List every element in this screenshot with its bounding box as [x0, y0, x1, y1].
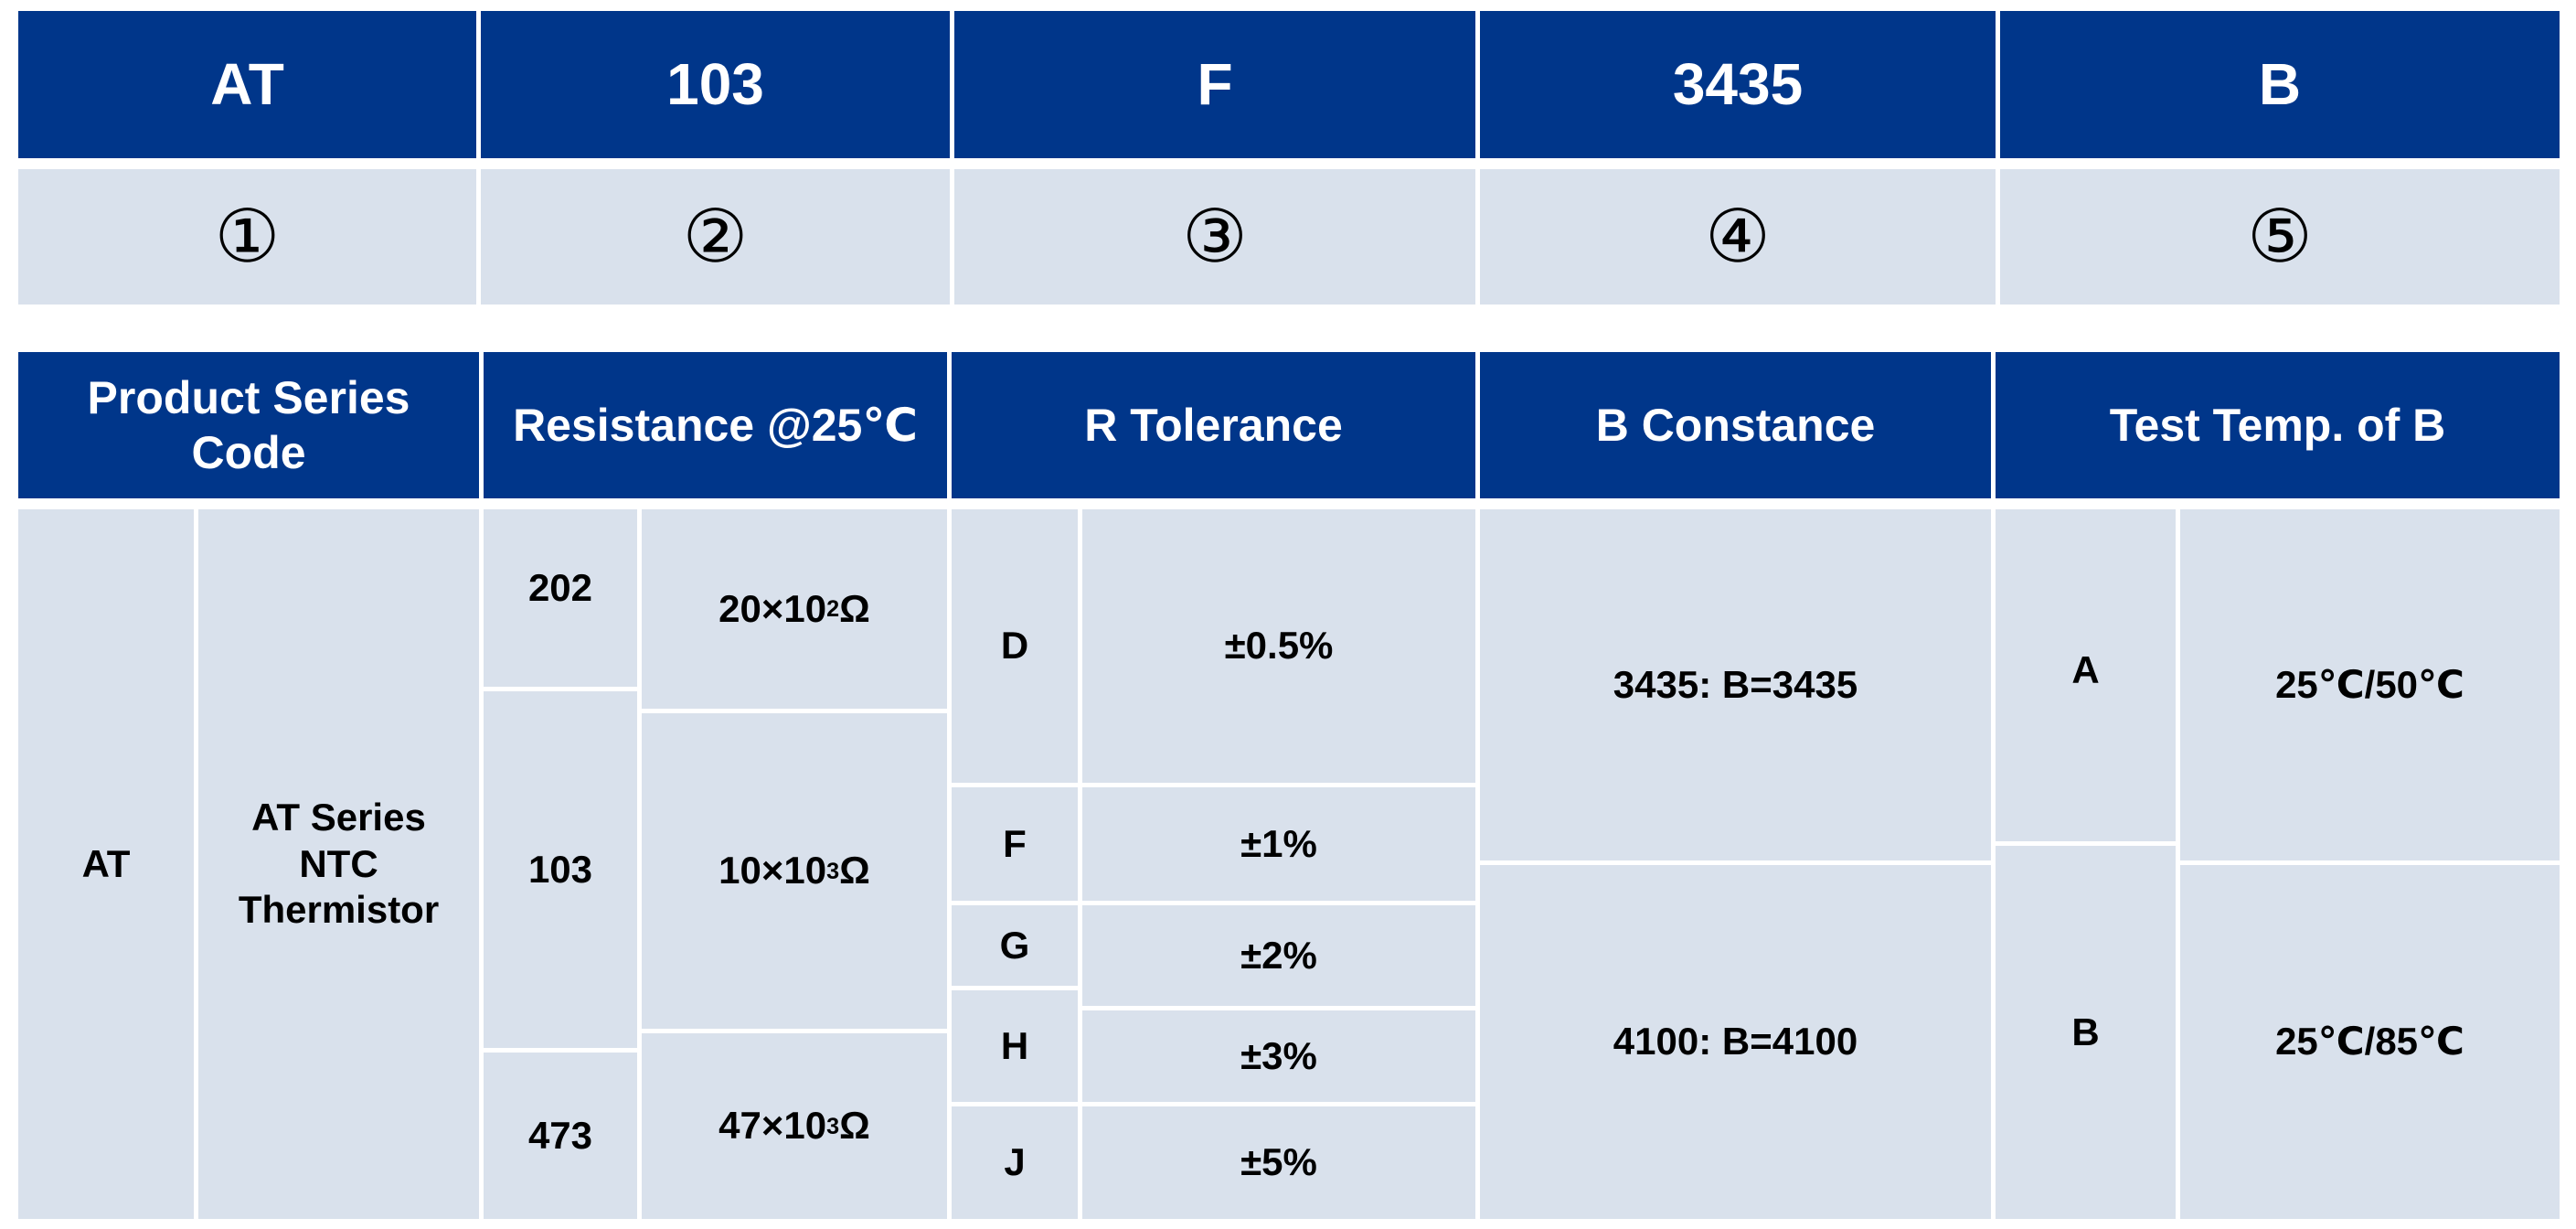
test-temp-value: 25℃/85℃ [2180, 865, 2560, 1219]
resistance-unit: Ω [839, 1104, 870, 1148]
index-4: ④ [1480, 169, 1996, 305]
code-b-constance: 3435 [1480, 11, 1996, 158]
resistance-unit: Ω [839, 849, 870, 892]
series-description-line: NTC [299, 841, 378, 885]
resistance-mantissa: 20×10 [719, 586, 827, 630]
series-description: AT Series NTC Thermistor [198, 509, 479, 1219]
resistance-value: 47×10 3 Ω [642, 1033, 947, 1219]
test-temp-code: A [1996, 509, 2176, 841]
header-r-tolerance: R Tolerance [952, 352, 1475, 498]
header-b-constance: B Constance [1480, 352, 1991, 498]
tolerance-code: F [952, 787, 1078, 901]
resistance-mantissa: 10×10 [719, 849, 827, 892]
tolerance-value: ±3% [1082, 1010, 1475, 1102]
resistance-code: 103 [484, 691, 637, 1048]
index-1: ① [18, 169, 476, 305]
tolerance-code: D [952, 509, 1078, 783]
header-resistance: Resistance @25℃ [484, 352, 947, 498]
test-temp-value: 25℃/50℃ [2180, 509, 2560, 860]
tolerance-value: ±5% [1082, 1106, 1475, 1219]
header-test-temp: Test Temp. of B [1996, 352, 2560, 498]
series-description-line: Thermistor [238, 888, 440, 932]
b-constance-value: 3435: B=3435 [1480, 509, 1991, 860]
tolerance-code: J [952, 1106, 1078, 1219]
tolerance-code: H [952, 990, 1078, 1102]
header-product-series-code: Product Series Code [18, 352, 479, 498]
code-at: AT [18, 11, 476, 158]
resistance-code: 202 [484, 509, 637, 687]
resistance-code: 473 [484, 1053, 637, 1219]
tolerance-value: ±2% [1082, 905, 1475, 1006]
index-3: ③ [954, 169, 1475, 305]
series-code: AT [18, 509, 194, 1219]
resistance-value: 10×10 3 Ω [642, 713, 947, 1029]
code-tolerance: F [954, 11, 1475, 158]
tolerance-code: G [952, 905, 1078, 986]
tolerance-value: ±1% [1082, 787, 1475, 901]
test-temp-code: B [1996, 846, 2176, 1219]
resistance-unit: Ω [839, 586, 870, 630]
b-constance-value: 4100: B=4100 [1480, 865, 1991, 1219]
index-5: ⑤ [2000, 169, 2560, 305]
code-resistance: 103 [481, 11, 950, 158]
series-description-line: AT Series [251, 796, 426, 839]
tolerance-value: ±0.5% [1082, 509, 1475, 783]
code-test-temp: B [2000, 11, 2560, 158]
index-2: ② [481, 169, 950, 305]
resistance-value: 20×10 2 Ω [642, 509, 947, 709]
resistance-mantissa: 47×10 [719, 1104, 827, 1148]
